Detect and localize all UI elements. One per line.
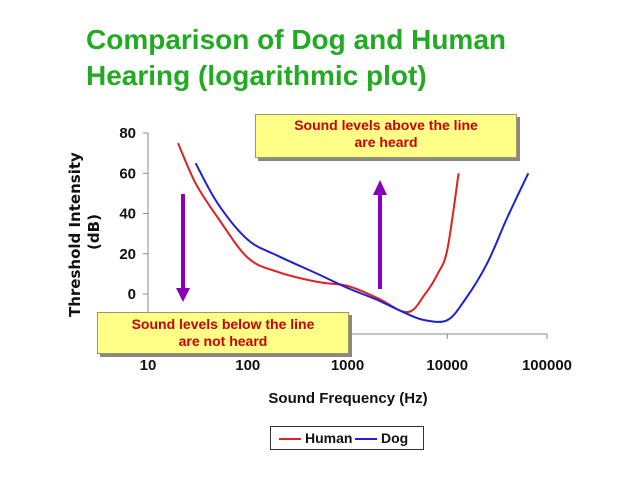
x-tick-label: 1000 bbox=[331, 357, 364, 374]
x-tick-label: 100000 bbox=[522, 357, 572, 374]
y-tick-label: 40 bbox=[119, 206, 136, 223]
x-tick-label: 10000 bbox=[426, 357, 468, 374]
series-line-human bbox=[177, 142, 460, 314]
arrows bbox=[176, 180, 387, 302]
chart-title: Comparison of Dog and Human Hearing (log… bbox=[86, 22, 606, 94]
x-tick-label: 10 bbox=[140, 357, 157, 374]
y-axis-label-line-2: (dB) bbox=[85, 214, 103, 250]
y-axis-label-line-1: Threshold Intensity bbox=[66, 152, 84, 317]
series-line-dog bbox=[194, 162, 530, 323]
chart-title-line-1: Comparison of Dog and Human bbox=[86, 24, 506, 55]
annotation-heard-line-2: are heard bbox=[354, 134, 418, 150]
arrow-down-head bbox=[176, 288, 190, 302]
annotation-not-heard-line-1: Sound levels below the line bbox=[131, 316, 315, 332]
legend: Human Dog bbox=[270, 426, 424, 450]
annotation-heard: Sound levels above the line are heard bbox=[255, 114, 517, 158]
annotation-not-heard: Sound levels below the line are not hear… bbox=[97, 312, 349, 354]
y-axis-label: Threshold Intensity (dB) bbox=[66, 147, 103, 317]
y-tick-label: 80 bbox=[119, 125, 136, 142]
x-ticks: 10 100 1000 10000 100000 bbox=[140, 334, 572, 374]
y-tick-label: 20 bbox=[119, 246, 136, 263]
y-tick-label: 0 bbox=[128, 286, 136, 303]
annotation-heard-line-1: Sound levels above the line bbox=[294, 117, 478, 133]
legend-swatch-human bbox=[279, 438, 301, 440]
y-tick-label: 60 bbox=[119, 165, 136, 182]
axes bbox=[147, 133, 547, 335]
x-axis-label: Sound Frequency (Hz) bbox=[268, 390, 427, 407]
legend-swatch-dog bbox=[355, 438, 377, 440]
arrow-up-head bbox=[373, 180, 387, 195]
y-ticks: 80 60 40 20 0 bbox=[119, 125, 148, 303]
annotation-not-heard-line-2: are not heard bbox=[178, 333, 268, 349]
chart-title-line-2: Hearing (logarithmic plot) bbox=[86, 60, 427, 91]
x-tick-label: 100 bbox=[235, 357, 260, 374]
legend-label-dog: Dog bbox=[381, 430, 409, 446]
legend-label-human: Human bbox=[305, 430, 353, 446]
series-lines bbox=[177, 142, 530, 323]
